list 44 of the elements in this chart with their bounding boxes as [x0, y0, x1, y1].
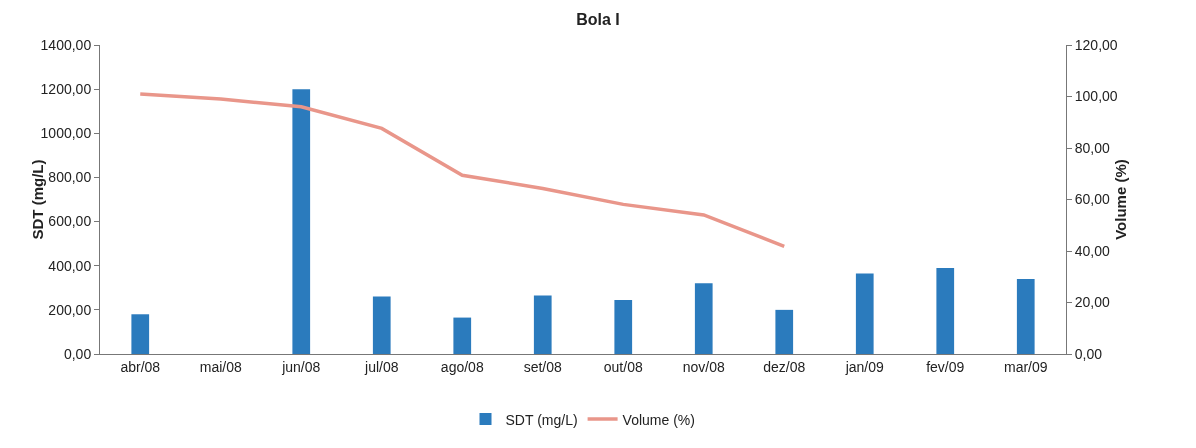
- y2-tick-label: 40,00: [1074, 242, 1111, 259]
- x-tick-label: dez/08: [763, 358, 806, 375]
- y-axis-title: SDT (mg/L): [29, 159, 47, 240]
- y-tick-label: 1000,00: [40, 125, 92, 142]
- y2-tick-label: 80,00: [1074, 139, 1111, 156]
- chart-title: Bola I: [576, 10, 620, 28]
- x-tick-label: mai/08: [199, 358, 242, 375]
- y2-axis-title: Volume (%): [1112, 159, 1130, 240]
- x-tick-label: jul/08: [364, 358, 399, 375]
- x-tick-label: nov/08: [682, 358, 725, 375]
- y2-tick-label: 100,00: [1074, 88, 1118, 105]
- x-tick-label: jun/08: [281, 358, 321, 375]
- y2-tick-label: 60,00: [1074, 191, 1111, 208]
- bar: [855, 273, 874, 354]
- y-tick-label: 200,00: [48, 301, 92, 318]
- y-tick-label: 0,00: [63, 345, 92, 362]
- bar: [775, 309, 794, 354]
- legend-label: Volume (%): [622, 411, 695, 428]
- x-tick-label: out/08: [603, 358, 643, 375]
- legend-label: SDT (mg/L): [505, 411, 578, 428]
- y-tick-label: 800,00: [48, 169, 92, 186]
- y-tick-label: 600,00: [48, 213, 92, 230]
- x-tick-label: fev/09: [926, 358, 965, 375]
- x-tick-label: abr/08: [120, 358, 161, 375]
- bar: [614, 299, 633, 354]
- bar: [292, 89, 311, 354]
- bar: [453, 317, 472, 354]
- x-tick-label: jan/09: [844, 358, 885, 375]
- y2-tick-label: 20,00: [1074, 294, 1111, 311]
- bar: [936, 267, 955, 354]
- y-tick-label: 1400,00: [40, 36, 92, 53]
- x-tick-label: set/08: [523, 358, 563, 375]
- x-tick-label: mar/09: [1003, 358, 1048, 375]
- bar: [694, 283, 713, 354]
- line-series: [138, 92, 786, 249]
- bar: [1016, 278, 1035, 354]
- bar: [372, 296, 391, 354]
- bar: [533, 295, 552, 354]
- y-tick-label: 400,00: [48, 257, 92, 274]
- bar: [131, 314, 150, 354]
- y2-tick-label: 120,00: [1074, 36, 1118, 53]
- y2-tick-label: 0,00: [1074, 345, 1103, 362]
- y-tick-label: 1200,00: [40, 81, 92, 98]
- x-tick-label: ago/08: [440, 358, 484, 375]
